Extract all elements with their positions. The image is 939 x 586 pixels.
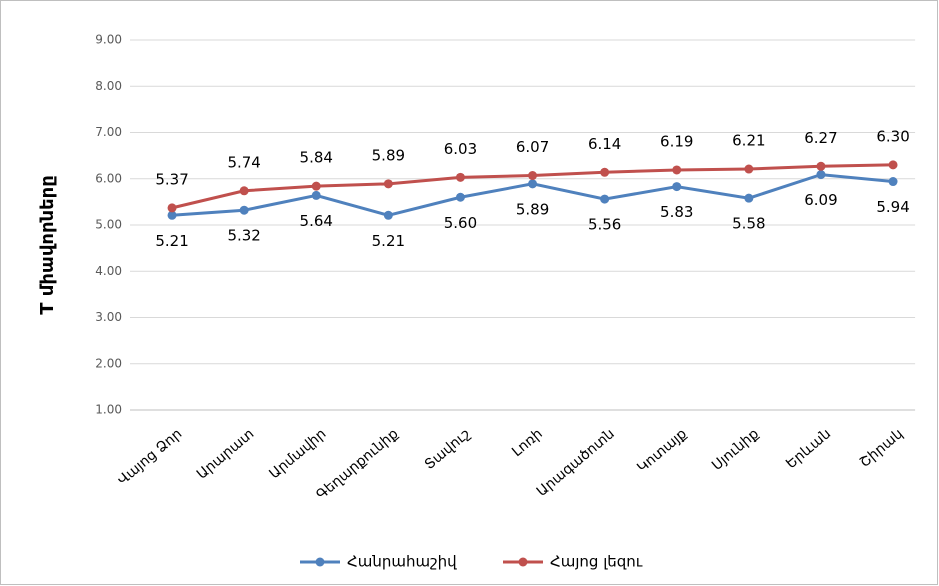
data-label: 6.27 [804,129,837,147]
data-label: 6.30 [876,127,909,145]
data-label: 5.94 [876,198,909,216]
y-tick-label: 2.00 [95,356,122,370]
y-tick-label: 8.00 [95,79,122,93]
data-label: 6.21 [732,132,765,150]
data-label: 5.89 [372,146,405,164]
y-tick-label: 3.00 [95,310,122,324]
data-label: 6.14 [588,135,621,153]
y-tick-label: 6.00 [95,171,122,185]
data-point [455,172,465,182]
data-point [311,181,321,191]
data-point [672,182,682,192]
data-point [528,179,538,189]
legend-dot [518,557,528,567]
data-label: 5.21 [155,232,188,250]
data-label: 5.83 [660,203,693,221]
data-label: 5.60 [444,214,477,232]
data-label: 6.07 [516,138,549,156]
data-point [528,171,538,181]
y-axis-title: T միավորները [37,175,58,315]
data-label: 5.74 [227,153,260,171]
data-label: 5.58 [732,215,765,233]
data-label: 5.32 [227,227,260,245]
data-label: 5.84 [300,149,333,167]
data-point [744,193,754,203]
data-point [600,167,610,177]
data-label: 5.89 [516,200,549,218]
data-point [888,177,898,187]
y-tick-label: 4.00 [95,264,122,278]
data-label: 5.64 [300,212,333,230]
data-point [239,205,249,215]
data-label: 6.09 [804,191,837,209]
data-label: 6.19 [660,132,693,150]
y-tick-label: 9.00 [95,33,122,47]
data-point [672,165,682,175]
data-point [744,164,754,174]
y-tick-label: 5.00 [95,218,122,232]
data-point [167,210,177,220]
data-point [239,186,249,196]
y-tick-label: 1.00 [95,403,122,417]
data-point [167,203,177,213]
data-label: 5.37 [155,170,188,188]
data-point [816,161,826,171]
data-point [455,192,465,202]
data-point [383,210,393,220]
data-label: 5.56 [588,216,621,234]
data-point [383,179,393,189]
y-tick-label: 7.00 [95,125,122,139]
data-point [600,194,610,204]
data-point [311,190,321,200]
legend-dot [315,557,325,567]
data-point [888,160,898,170]
legend-label: Հայոց լեզու [550,553,643,571]
data-label: 5.21 [372,232,405,250]
data-point [816,170,826,180]
data-label: 6.03 [444,140,477,158]
legend-label: Հանրահաշիվ [347,553,457,571]
